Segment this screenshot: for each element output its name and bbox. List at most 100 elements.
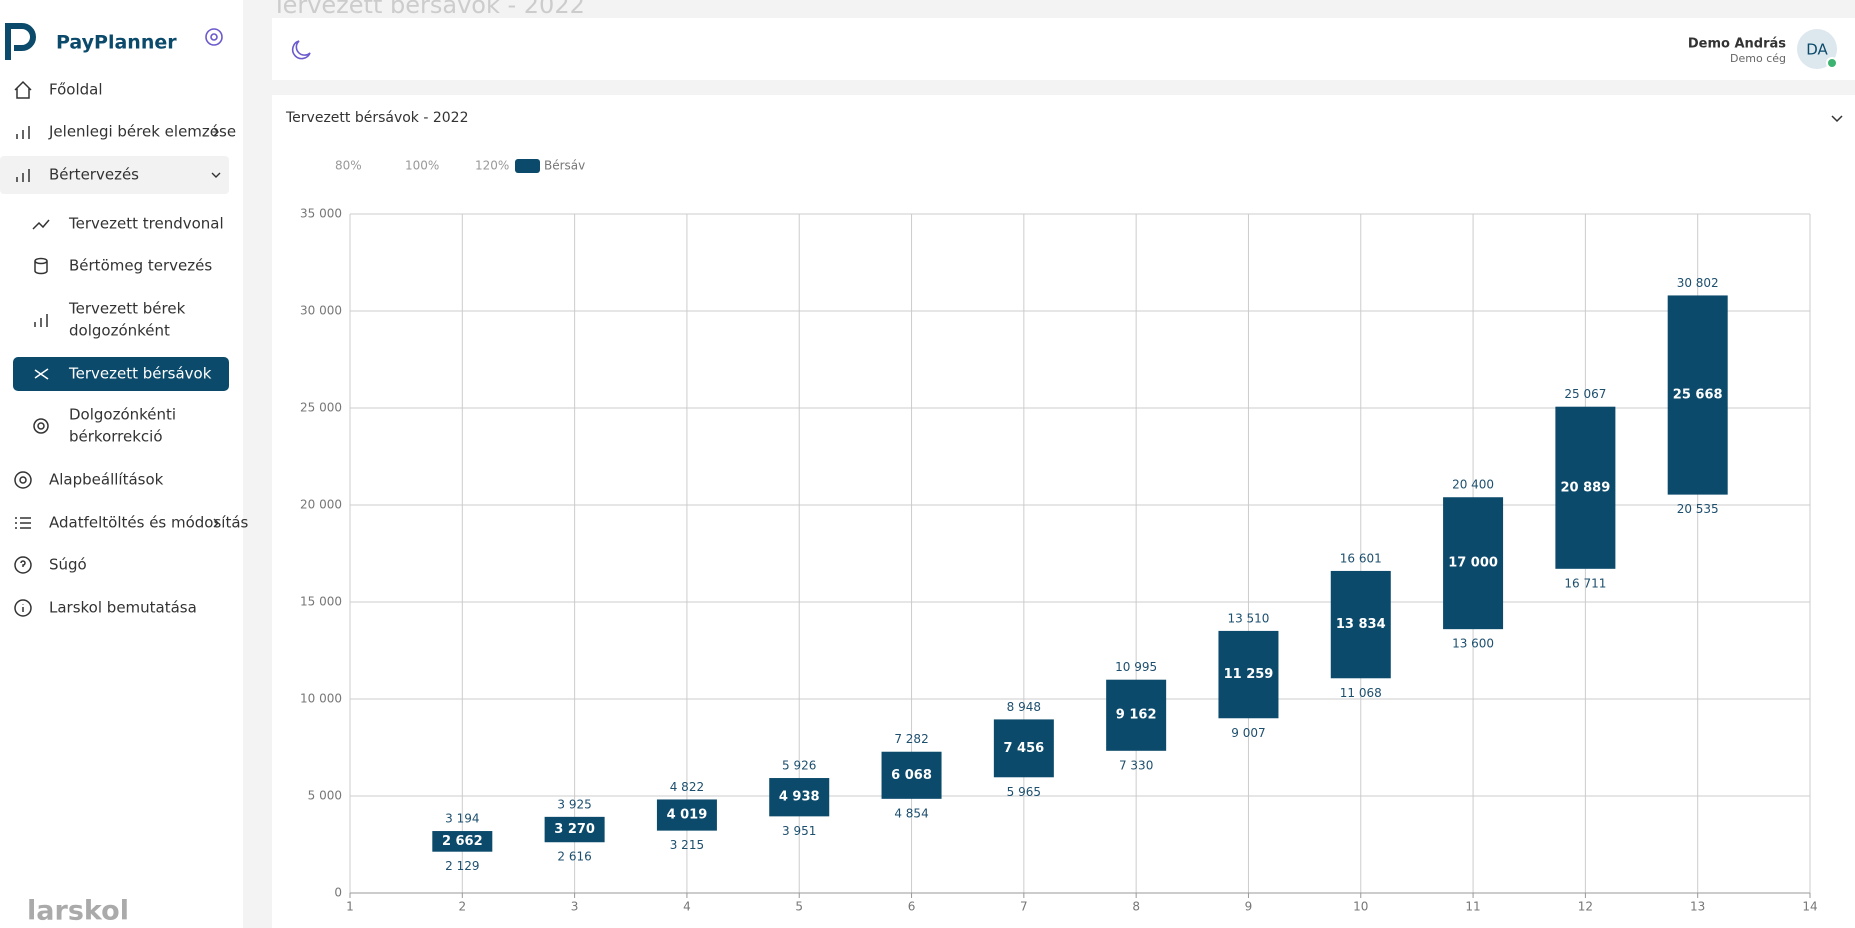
nav-icon xyxy=(33,418,49,434)
x-tick-label: 13 xyxy=(1690,900,1705,914)
nav-label: Alapbeállítások xyxy=(49,471,164,489)
nav-item[interactable]: Főoldal xyxy=(14,80,103,99)
value-label-high: 3 194 xyxy=(445,812,479,826)
y-tick-label: 0 xyxy=(334,886,342,900)
x-tick-label: 2 xyxy=(458,900,466,914)
legend-label[interactable]: Bérsáv xyxy=(544,159,585,173)
range-bar[interactable] xyxy=(769,778,830,817)
footer-logo: larskol xyxy=(27,896,129,927)
legend-label[interactable]: 100% xyxy=(405,159,439,173)
nav-item[interactable]: Larskol bemutatása xyxy=(14,599,197,617)
range-bar[interactable] xyxy=(544,816,605,843)
user-name[interactable]: Demo András xyxy=(1688,37,1786,52)
x-tick-label: 3 xyxy=(571,900,579,914)
value-label-mid: 2 662 xyxy=(442,834,483,849)
chart-title: Tervezett bérsávok - 2022 xyxy=(285,110,469,126)
value-label-mid: 11 259 xyxy=(1224,667,1274,682)
range-bar[interactable] xyxy=(881,751,942,799)
nav-label: Larskol bemutatása xyxy=(49,599,197,617)
x-tick-label: 1 xyxy=(346,900,354,914)
legend-swatch[interactable] xyxy=(515,159,540,173)
user-company: Demo cég xyxy=(1730,52,1786,65)
value-label-high: 30 802 xyxy=(1677,276,1719,290)
avatar-initials: DA xyxy=(1806,41,1828,59)
value-label-mid: 4 019 xyxy=(667,808,708,823)
value-label-low: 9 007 xyxy=(1231,726,1265,740)
value-label-low: 16 711 xyxy=(1564,576,1606,590)
nav-item[interactable]: Dolgozónkénti bérkorrekció xyxy=(33,406,176,446)
sidebar-nav: Főoldal Jelenlegi bérek elemzése Bértervez… xyxy=(0,81,249,617)
value-label-high: 5 926 xyxy=(782,759,816,773)
nav-icon xyxy=(14,556,32,574)
x-tick-label: 10 xyxy=(1353,900,1368,914)
range-bar[interactable] xyxy=(1443,497,1504,630)
nav-chevron xyxy=(211,172,221,178)
nav-chevron xyxy=(213,518,219,528)
value-label-high: 20 400 xyxy=(1452,478,1494,492)
x-tick-label: 6 xyxy=(908,900,916,914)
nav-label: Tervezett bérsávok xyxy=(68,365,212,383)
x-tick-label: 12 xyxy=(1578,900,1593,914)
value-label-high: 16 601 xyxy=(1340,551,1382,565)
range-bar[interactable] xyxy=(1106,679,1167,751)
nav-label: Főoldal xyxy=(49,81,103,99)
nav-label: Jelenlegi bérek elemzése xyxy=(48,123,236,141)
collapse-button[interactable] xyxy=(1831,115,1843,123)
value-label-mid: 20 889 xyxy=(1561,480,1611,495)
y-tick-label: 35 000 xyxy=(300,207,342,221)
value-label-mid: 25 668 xyxy=(1673,388,1723,403)
nav-icon xyxy=(14,471,32,489)
nav-label: Bértömeg tervezés xyxy=(69,257,212,275)
y-tick-label: 25 000 xyxy=(300,401,342,415)
nav-item[interactable]: Alapbeállítások xyxy=(14,471,164,489)
value-label-mid: 13 834 xyxy=(1336,617,1386,632)
sidebar-toggle[interactable] xyxy=(205,28,223,46)
nav-icon xyxy=(32,219,50,230)
nav-icon xyxy=(34,314,48,327)
range-bar[interactable] xyxy=(1667,295,1728,495)
nav-label: Tervezett trendvonal xyxy=(68,215,224,233)
range-bar[interactable] xyxy=(1218,630,1279,719)
nav-item[interactable]: Tervezett trendvonal xyxy=(32,215,224,233)
nav-item[interactable]: Jelenlegi bérek elemzése xyxy=(16,123,236,141)
nav-icon xyxy=(34,368,49,380)
nav-icon xyxy=(14,80,32,99)
chart: 80% 100% 120% Bérsáv 0 5 000 10 000 15 000 20 00… xyxy=(300,159,1818,914)
nav-label: dolgozónként xyxy=(69,322,170,340)
range-bar[interactable] xyxy=(656,799,717,831)
avatar[interactable] xyxy=(1797,29,1837,69)
nav-icon xyxy=(16,169,30,182)
legend-label[interactable]: 120% xyxy=(475,159,509,173)
range-bar[interactable] xyxy=(993,719,1054,778)
nav-icon xyxy=(15,517,31,529)
legend-label[interactable]: 80% xyxy=(335,159,362,173)
nav-item[interactable]: Bértervezés xyxy=(0,156,229,194)
nav-item[interactable]: Tervezett bérsávok xyxy=(13,357,229,391)
range-bar[interactable] xyxy=(432,831,493,852)
value-label-low: 3 215 xyxy=(670,838,704,852)
value-label-high: 8 948 xyxy=(1007,700,1041,714)
nav-item[interactable]: Adatfeltöltés és módosítás xyxy=(15,514,249,532)
app-name[interactable]: PayPlanner xyxy=(56,32,177,54)
x-tick-label: 7 xyxy=(1020,900,1028,914)
y-tick-label: 20 000 xyxy=(300,498,342,512)
range-bar[interactable] xyxy=(1330,570,1391,679)
value-label-mid: 9 162 xyxy=(1116,708,1157,723)
y-tick-label: 10 000 xyxy=(300,692,342,706)
theme-toggle[interactable] xyxy=(291,40,311,60)
nav-item[interactable]: Bértömeg tervezés xyxy=(34,257,212,275)
value-label-mid: 4 938 xyxy=(779,790,820,805)
nav-item[interactable]: Súgó xyxy=(14,556,87,574)
y-tick-label: 5 000 xyxy=(308,789,342,803)
x-tick-label: 5 xyxy=(795,900,803,914)
range-bar[interactable] xyxy=(1555,406,1616,569)
nav-chevron xyxy=(213,127,219,137)
nav-item[interactable]: Tervezett bérek dolgozónként xyxy=(34,300,186,340)
value-label-mid: 3 270 xyxy=(554,822,595,837)
value-label-high: 7 282 xyxy=(894,732,928,746)
value-label-high: 3 925 xyxy=(557,797,591,811)
value-label-mid: 6 068 xyxy=(891,768,932,783)
y-tick-label: 30 000 xyxy=(300,304,342,318)
